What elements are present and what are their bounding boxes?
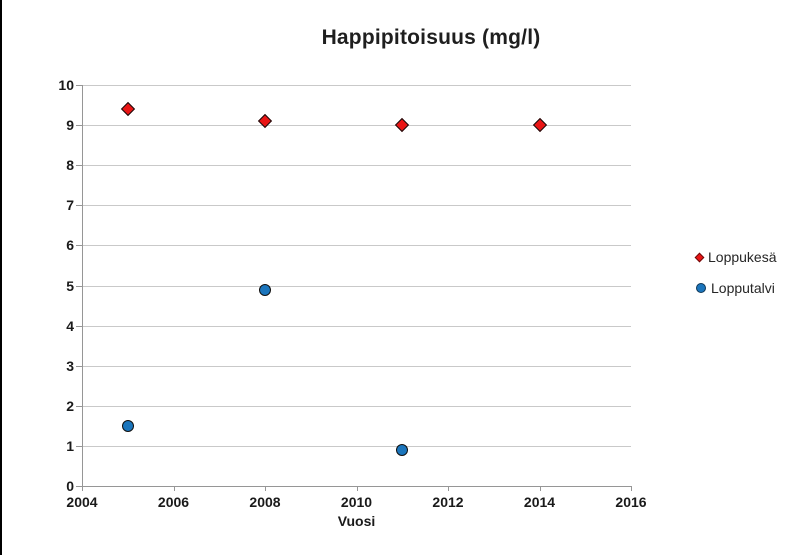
x-tick-mark: [539, 486, 541, 491]
y-tick-label: 2: [66, 397, 74, 414]
y-tick-mark: [76, 365, 82, 367]
x-tick-mark: [265, 486, 266, 491]
data-point-circle: [259, 283, 271, 296]
y-axis-line: [82, 85, 83, 486]
y-gridline: [82, 365, 631, 367]
y-tick-label: 1: [66, 437, 74, 454]
x-axis-title: Vuosi: [337, 513, 376, 529]
y-tick-label: 3: [66, 357, 74, 374]
plot-area: 0 1 2 3 4 5 6 7 8 9 10 2004 2006 2008 2010 2012 2014 2016: [58, 77, 646, 510]
x-tick-mark: [173, 486, 175, 491]
y-tick-mark: [76, 205, 82, 207]
legend-item: Lopputalvi: [696, 280, 777, 296]
x-tick-label: 2010: [340, 494, 373, 510]
y-gridline: [82, 125, 631, 127]
data-point-diamond: [120, 101, 135, 117]
legend-circle-icon: [696, 283, 706, 293]
y-tick-mark: [76, 245, 82, 247]
y-tick-label: 8: [66, 157, 74, 174]
x-tick-label: 2004: [66, 494, 98, 510]
y-tick-mark: [76, 445, 82, 447]
x-tick-label: 2012: [432, 494, 464, 510]
legend-label: Lopputalvi: [711, 280, 775, 296]
y-tick-mark: [76, 486, 82, 487]
legend-item: Loppukesä: [694, 249, 777, 265]
y-tick-label: 10: [58, 77, 74, 93]
y-tick-label: 4: [66, 317, 74, 334]
y-tick-label: 9: [66, 117, 74, 134]
y-gridline: [82, 285, 631, 287]
x-tick-label: 2014: [523, 494, 556, 510]
x-tick-mark: [356, 486, 358, 491]
x-tick-label: 2016: [615, 494, 647, 510]
y-tick-mark: [76, 325, 82, 327]
y-gridline: [82, 405, 631, 407]
y-gridline: [82, 205, 631, 207]
y-tick-mark: [76, 125, 82, 127]
chart-title: Happipitoisuus (mg/l): [321, 26, 541, 49]
x-tick-mark: [448, 486, 449, 491]
data-point-circle: [121, 419, 134, 432]
x-tick-label: 2006: [157, 494, 190, 510]
x-tick-mark: [82, 486, 83, 491]
data-point-diamond: [395, 118, 410, 133]
y-tick-mark: [76, 165, 82, 167]
y-tick-mark: [76, 85, 82, 86]
y-gridline: [82, 445, 631, 447]
y-gridline: [82, 325, 631, 327]
y-gridline: [82, 245, 631, 247]
y-gridline: [82, 165, 631, 167]
legend-label: Loppukesä: [708, 249, 777, 265]
legend: Loppukesä Lopputalvi: [694, 249, 777, 296]
y-tick-mark: [76, 405, 82, 407]
x-tick-mark: [631, 486, 632, 491]
y-tick-label: 0: [66, 478, 74, 494]
y-tick-mark: [76, 285, 82, 287]
y-tick-label: 7: [66, 197, 74, 214]
y-tick-label: 6: [66, 237, 74, 254]
data-point-diamond: [532, 118, 547, 133]
x-tick-label: 2008: [249, 494, 281, 510]
data-point-circle: [396, 443, 409, 456]
y-tick-label: 5: [66, 277, 74, 294]
y-gridline: [82, 85, 631, 86]
legend-diamond-icon: [694, 252, 705, 262]
